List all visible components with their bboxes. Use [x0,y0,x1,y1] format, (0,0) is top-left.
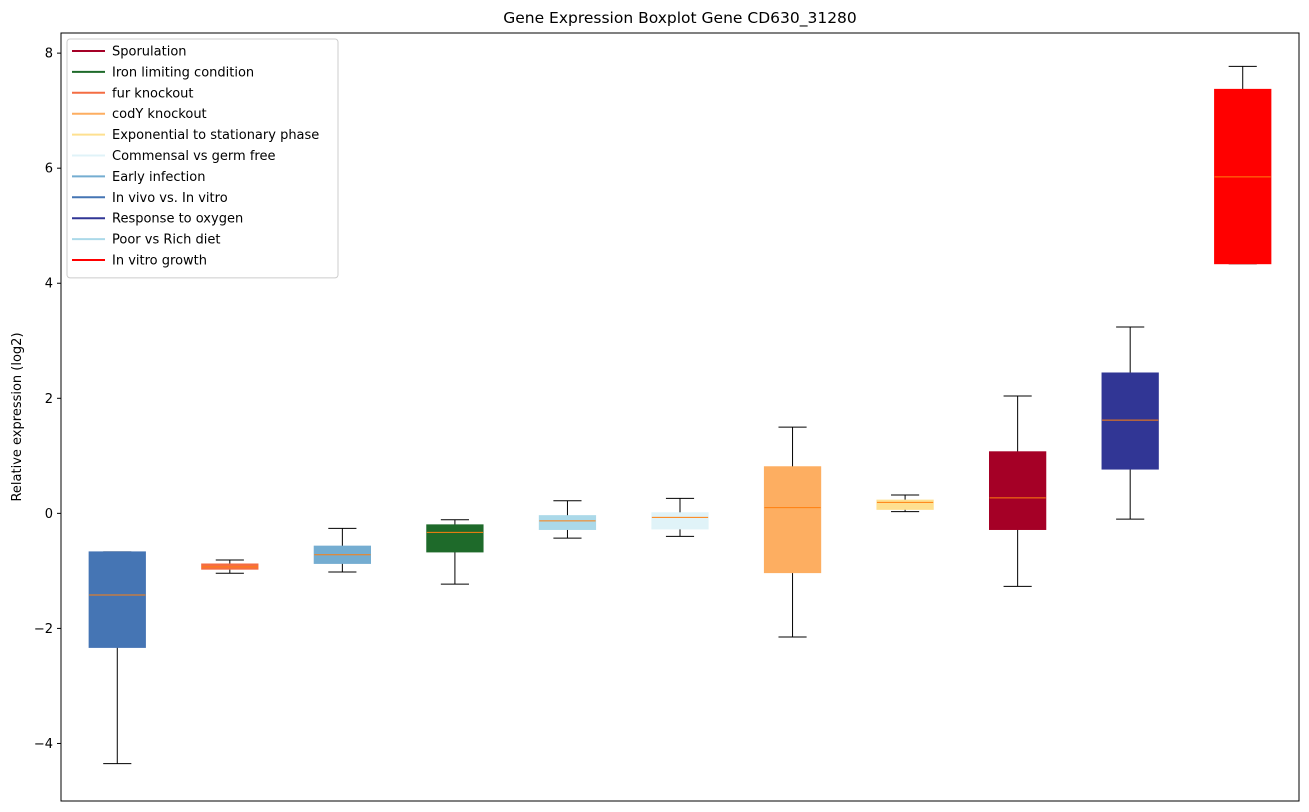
y-tick-label: 6 [45,162,53,177]
box-in-vivo-vs-in-vitro [88,551,146,765]
legend-label: In vivo vs. In vitro [112,191,228,206]
box-iqr [426,524,484,553]
boxes-layer [88,65,1272,765]
y-tick-label: −4 [34,737,53,752]
box-exponential-to-stationary-phase [876,494,934,513]
y-axis: −4 −2 0 2 4 6 8 [34,47,61,752]
y-axis-label: Relative expression (log2) [10,332,25,501]
legend-entry: In vivo vs. In vitro [72,191,228,206]
box-iqr [989,451,1047,530]
legend-entry: In vitro growth [72,254,207,269]
legend-entry: Iron limiting condition [72,65,254,80]
plot-area-frame [60,32,1300,802]
y-tick-label: 8 [45,47,53,62]
legend-label: Iron limiting condition [112,65,254,80]
box-cody-knockout [763,426,822,638]
legend-entry: Commensal vs germ free [72,149,275,164]
chart-title: Gene Expression Boxplot Gene CD630_31280 [503,9,857,28]
legend-entry: codY knockout [72,107,207,122]
box-iqr [763,466,822,574]
legend-label: Sporulation [112,45,187,60]
legend-label: Response to oxygen [112,212,243,227]
legend-label: fur knockout [112,86,194,101]
box-iron-limiting-condition [426,519,484,585]
box-fur-knockout [201,559,259,574]
legend-entry: Early infection [72,170,205,185]
y-tick-label: 0 [45,507,53,522]
legend: Sporulation Iron limiting condition fur kn… [66,38,339,279]
box-iqr [1101,372,1159,470]
legend-entry: Response to oxygen [72,212,243,227]
box-sporulation [989,395,1047,587]
box-iqr [538,515,597,530]
box-iqr [651,512,709,530]
legend-label: codY knockout [112,107,207,122]
box-poor-vs-rich-diet [538,500,597,539]
legend-entry: Sporulation [72,45,187,60]
legend-box [66,38,339,279]
y-tick-label: 2 [45,392,53,407]
y-tick-label: −2 [34,622,53,637]
legend-entry: Exponential to stationary phase [72,128,319,143]
box-response-to-oxygen [1101,326,1159,520]
legend-entry: fur knockout [72,86,194,101]
legend-label: Early infection [112,170,205,185]
legend-entry: Poor vs Rich diet [72,233,220,248]
box-iqr [88,551,146,648]
box-in-vitro-growth [1214,65,1272,265]
legend-label: Exponential to stationary phase [112,128,319,143]
legend-label: In vitro growth [112,254,207,269]
legend-label: Poor vs Rich diet [112,233,220,248]
legend-label: Commensal vs germ free [112,149,275,164]
box-commensal-vs-germ-free [651,497,709,537]
y-tick-label: 4 [45,277,53,292]
box-early-infection [313,527,371,573]
box-iqr [876,499,934,510]
